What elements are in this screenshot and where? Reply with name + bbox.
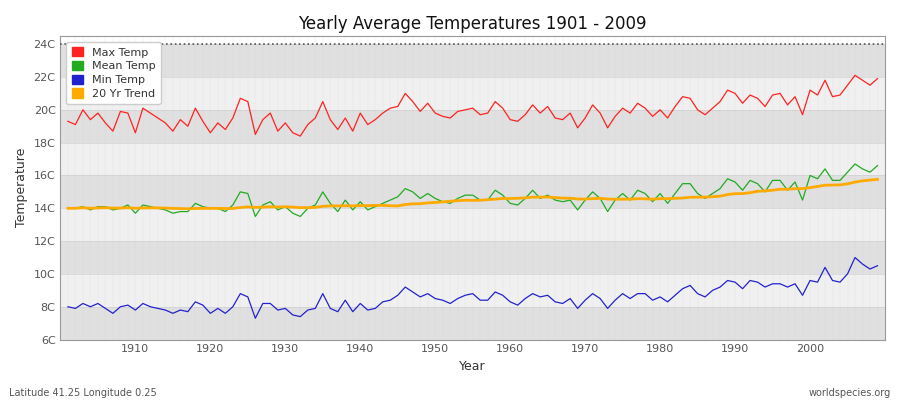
X-axis label: Year: Year	[459, 360, 486, 373]
Text: Latitude 41.25 Longitude 0.25: Latitude 41.25 Longitude 0.25	[9, 388, 157, 398]
Legend: Max Temp, Mean Temp, Min Temp, 20 Yr Trend: Max Temp, Mean Temp, Min Temp, 20 Yr Tre…	[66, 42, 161, 104]
Bar	[60, 208, 885, 241]
Bar	[60, 241, 885, 274]
Y-axis label: Temperature: Temperature	[15, 148, 28, 228]
Bar	[60, 274, 885, 307]
Bar	[60, 44, 885, 77]
Bar	[60, 176, 885, 208]
Bar	[60, 307, 885, 340]
Title: Yearly Average Temperatures 1901 - 2009: Yearly Average Temperatures 1901 - 2009	[299, 15, 647, 33]
Bar	[60, 77, 885, 110]
Bar	[60, 110, 885, 143]
Bar	[60, 143, 885, 176]
Text: worldspecies.org: worldspecies.org	[809, 388, 891, 398]
